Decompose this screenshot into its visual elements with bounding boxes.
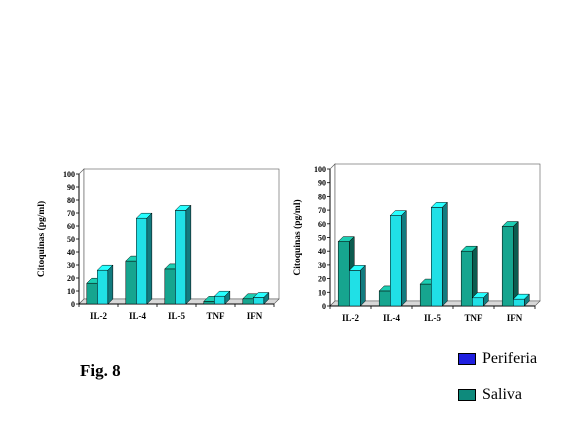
bar-side	[185, 204, 192, 305]
y-tick-label: 90	[318, 179, 326, 188]
bar	[252, 291, 270, 305]
bar-front	[175, 210, 187, 305]
bar	[389, 209, 407, 307]
y-tick-label: 60	[318, 220, 326, 229]
y-tick-label: 80	[67, 196, 75, 205]
bar	[430, 201, 448, 307]
x-category-label: IL-4	[383, 313, 401, 323]
legend-swatch-saliva	[458, 389, 476, 401]
y-tick-label: 60	[67, 222, 75, 231]
bar-front	[378, 290, 391, 307]
bar	[174, 204, 192, 305]
y-tick-label: 100	[63, 170, 75, 179]
y-tick-label: 10	[67, 287, 75, 296]
bar-front	[136, 217, 148, 305]
bar-front	[472, 297, 484, 307]
y-tick-label: 0	[71, 300, 75, 309]
bar	[501, 220, 519, 307]
y-tick-label: 70	[67, 209, 75, 218]
y-tick-label: 30	[67, 261, 75, 270]
bar	[348, 264, 366, 307]
legend-item-saliva: Saliva	[458, 384, 522, 406]
figure-caption: Fig. 8	[80, 361, 121, 380]
bar-front	[214, 295, 226, 305]
y-tick-label: 50	[67, 235, 75, 244]
y-tick-label: 0	[322, 302, 326, 311]
x-category-label: TNF	[465, 313, 484, 323]
bar	[213, 290, 231, 305]
y-tick-label: 10	[318, 288, 326, 297]
bar-front	[460, 250, 473, 307]
y-tick-label: 50	[318, 234, 326, 243]
bar-front	[349, 270, 361, 307]
legend-label-saliva: Saliva	[482, 386, 522, 403]
bar-side	[483, 292, 489, 307]
chart-left: 0 10 20 30 40 50 60 70 80 90 100 IL-2 IL-4 IL-5 TNF IFN…	[36, 168, 280, 321]
bar	[512, 293, 530, 307]
bar-side	[224, 290, 231, 305]
y-tick-label: 40	[67, 248, 75, 257]
plot-side-wall	[78, 168, 85, 305]
x-category-label: IL-2	[90, 311, 108, 321]
bar-front	[253, 297, 265, 305]
bar-side	[524, 293, 530, 307]
bar-front	[337, 241, 350, 307]
x-category-label: IFN	[247, 311, 263, 321]
bar-side	[442, 201, 448, 307]
x-category-label: IL-2	[342, 313, 360, 323]
x-category-label: IL-5	[168, 311, 186, 321]
bar-side	[263, 291, 270, 305]
bar-front	[390, 215, 402, 307]
bar-side	[146, 212, 153, 305]
bar-side	[360, 264, 366, 307]
y-tick-label: 20	[67, 274, 75, 283]
bar	[96, 264, 114, 305]
bar-front	[164, 268, 176, 305]
bar	[460, 245, 478, 307]
bar-front	[97, 269, 109, 305]
x-category-label: IL-5	[424, 313, 442, 323]
bar	[471, 292, 489, 307]
bar-front	[203, 301, 215, 305]
bar-side	[401, 209, 407, 307]
bar-front	[513, 298, 525, 307]
bar-side	[513, 220, 519, 307]
y-tick-label: 40	[318, 247, 326, 256]
y-tick-label: 70	[318, 206, 326, 215]
y-axis-label: Citoquinas (pg/ml)	[292, 199, 303, 275]
bar-front	[431, 207, 443, 307]
y-tick-label: 90	[67, 183, 75, 192]
chart-right: 0 10 20 30 40 50 60 70 80 90 100 IL-2 IL-4 IL-5 TNF IFN…	[292, 163, 541, 323]
bar-front	[501, 226, 514, 307]
x-category-label: IFN	[507, 313, 523, 323]
bar-front	[86, 282, 98, 305]
y-tick-label: 30	[318, 261, 326, 270]
bar-side	[107, 264, 114, 305]
y-tick-label: 20	[318, 275, 326, 284]
legend-label-periferia: Periferia	[482, 350, 538, 367]
bar-front	[125, 260, 137, 305]
y-tick-label: 100	[314, 165, 326, 174]
y-tick-label: 80	[318, 192, 326, 201]
y-axis-label: Citoquinas (pg/ml)	[36, 201, 47, 277]
legend-item-periferia: Periferia	[458, 348, 537, 370]
x-category-label: IL-4	[129, 311, 147, 321]
bar-front	[419, 283, 432, 307]
bar	[135, 212, 153, 305]
plot-side-wall	[329, 163, 336, 307]
bar-front	[242, 298, 254, 305]
x-category-label: TNF	[207, 311, 226, 321]
legend-swatch-periferia	[458, 353, 476, 365]
